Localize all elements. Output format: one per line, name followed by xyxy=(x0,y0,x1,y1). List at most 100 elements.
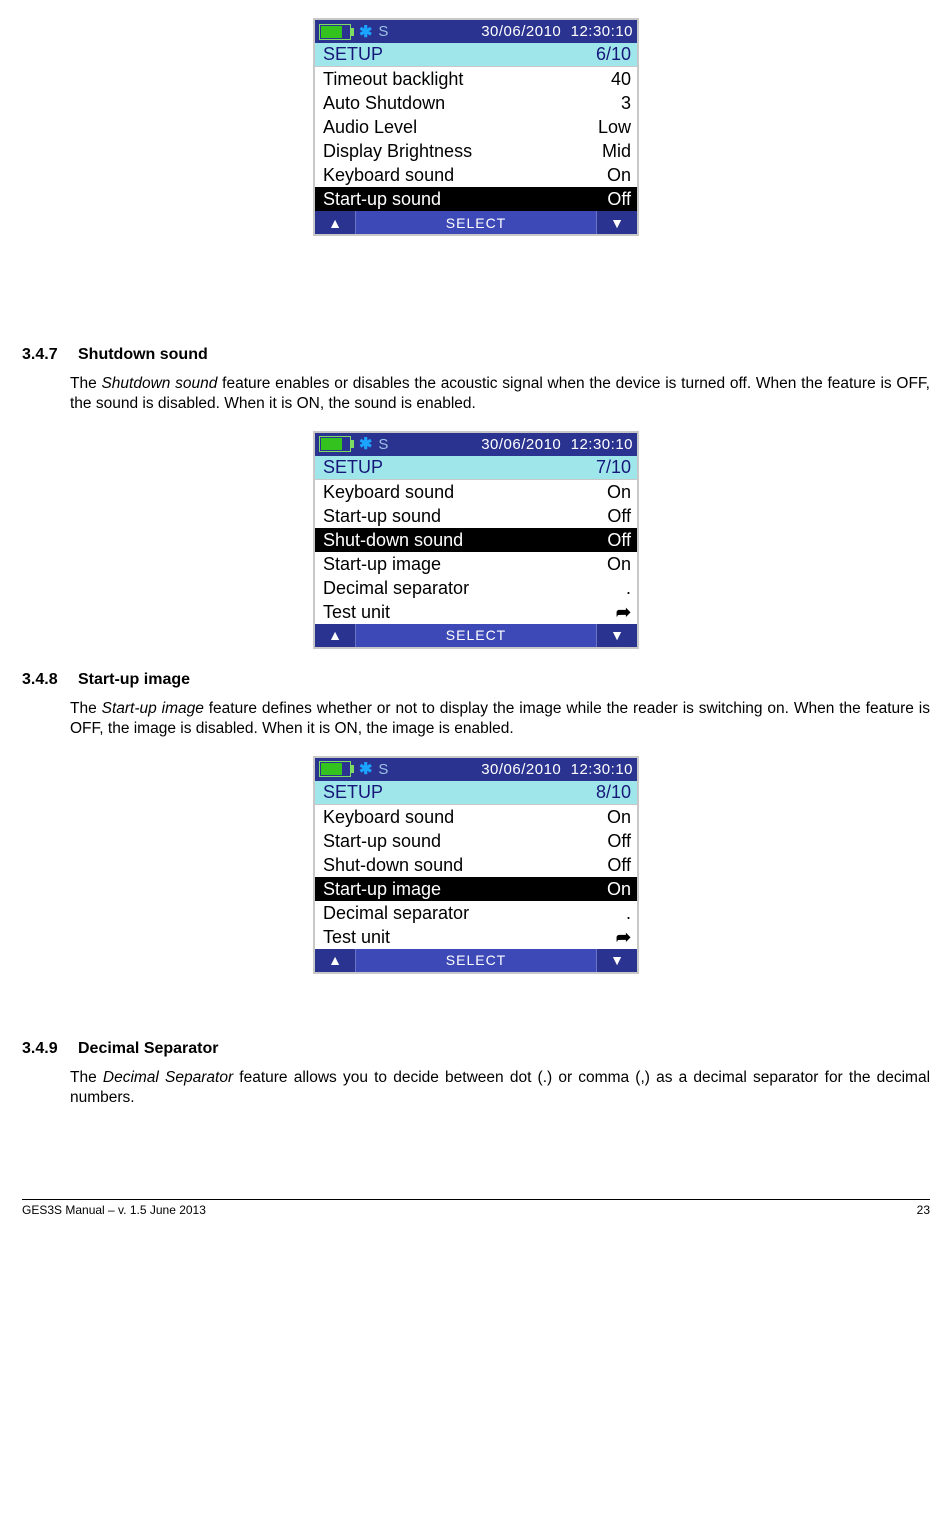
setup-header: SETUP 6/10 xyxy=(315,43,637,67)
menu-row[interactable]: Keyboard soundOn xyxy=(315,805,637,829)
section-347-heading: 3.4.7Shutdown sound xyxy=(22,346,930,364)
menu-row[interactable]: Start-up soundOff xyxy=(315,829,637,853)
footer-page-num: 23 xyxy=(917,1203,930,1217)
select-button[interactable]: SELECT xyxy=(355,211,597,234)
menu-row[interactable]: Start-up soundOff xyxy=(315,504,637,528)
menu-row[interactable]: Timeout backlight40 xyxy=(315,67,637,91)
menu-row-value: Off xyxy=(591,528,631,552)
status-bar: ✱ S 30/06/2010 12:30:10 xyxy=(315,758,637,781)
menu-row-value: Low xyxy=(591,115,631,139)
setup-label: SETUP xyxy=(323,44,596,65)
setup-header: SETUP 7/10 xyxy=(315,456,637,480)
battery-icon xyxy=(319,761,351,777)
device-footer: ▲ SELECT ▼ xyxy=(315,624,637,647)
device-footer: ▲ SELECT ▼ xyxy=(315,949,637,972)
menu-row-value: . xyxy=(591,576,631,600)
menu-row[interactable]: Display BrightnessMid xyxy=(315,139,637,163)
setup-page: 7/10 xyxy=(596,457,631,478)
enter-arrow-icon: ➦ xyxy=(591,925,631,949)
setup-page: 8/10 xyxy=(596,782,631,803)
menu-row-label: Decimal separator xyxy=(323,576,591,600)
menu-row[interactable]: Audio LevelLow xyxy=(315,115,637,139)
section-349-heading: 3.4.9Decimal Separator xyxy=(22,1040,930,1058)
menu-row-value: On xyxy=(591,805,631,829)
status-s: S xyxy=(378,23,388,40)
menu-row[interactable]: Test unit➦ xyxy=(315,600,637,624)
select-button[interactable]: SELECT xyxy=(355,949,597,972)
menu-row[interactable]: Decimal separator. xyxy=(315,901,637,925)
down-icon[interactable]: ▼ xyxy=(597,627,637,643)
menu-row[interactable]: Shut-down soundOff xyxy=(315,853,637,877)
battery-icon xyxy=(319,436,351,452)
section-num: 3.4.7 xyxy=(22,346,78,364)
down-icon[interactable]: ▼ xyxy=(597,952,637,968)
menu-row[interactable]: Start-up soundOff xyxy=(315,187,637,211)
menu-list-1: Timeout backlight40Auto Shutdown3Audio L… xyxy=(315,67,637,211)
page-footer: GES3S Manual – v. 1.5 June 2013 23 xyxy=(22,1203,930,1217)
menu-row-label: Test unit xyxy=(323,925,591,949)
menu-list-2: Keyboard soundOnStart-up soundOffShut-do… xyxy=(315,480,637,624)
device-screen-1: ✱ S 30/06/2010 12:30:10 SETUP 6/10 Timeo… xyxy=(313,18,639,236)
setup-label: SETUP xyxy=(323,782,596,803)
battery-icon xyxy=(319,24,351,40)
up-icon[interactable]: ▲ xyxy=(315,952,355,968)
bluetooth-icon: ✱ xyxy=(359,434,372,454)
device-screen-2: ✱ S 30/06/2010 12:30:10 SETUP 7/10 Keybo… xyxy=(313,431,639,649)
section-num: 3.4.9 xyxy=(22,1040,78,1058)
menu-list-3: Keyboard soundOnStart-up soundOffShut-do… xyxy=(315,805,637,949)
menu-row-label: Auto Shutdown xyxy=(323,91,591,115)
section-349-para: The Decimal Separator feature allows you… xyxy=(70,1068,930,1109)
menu-row[interactable]: Keyboard soundOn xyxy=(315,480,637,504)
menu-row-label: Display Brightness xyxy=(323,139,591,163)
section-347-para: The Shutdown sound feature enables or di… xyxy=(70,374,930,415)
menu-row-label: Start-up sound xyxy=(323,504,591,528)
down-icon[interactable]: ▼ xyxy=(597,215,637,231)
menu-row[interactable]: Test unit➦ xyxy=(315,925,637,949)
device-screen-3: ✱ S 30/06/2010 12:30:10 SETUP 8/10 Keybo… xyxy=(313,756,639,974)
menu-row-value: Mid xyxy=(591,139,631,163)
menu-row-value: Off xyxy=(591,853,631,877)
menu-row[interactable]: Decimal separator. xyxy=(315,576,637,600)
menu-row-label: Keyboard sound xyxy=(323,163,591,187)
menu-row[interactable]: Shut-down soundOff xyxy=(315,528,637,552)
status-s: S xyxy=(378,436,388,453)
menu-row-value: On xyxy=(591,552,631,576)
menu-row-value: Off xyxy=(591,829,631,853)
status-bar: ✱ S 30/06/2010 12:30:10 xyxy=(315,433,637,456)
menu-row-value: 40 xyxy=(591,67,631,91)
menu-row[interactable]: Start-up imageOn xyxy=(315,877,637,901)
menu-row-label: Start-up sound xyxy=(323,187,591,211)
menu-row[interactable]: Auto Shutdown3 xyxy=(315,91,637,115)
menu-row-label: Keyboard sound xyxy=(323,480,591,504)
status-bar: ✱ S 30/06/2010 12:30:10 xyxy=(315,20,637,43)
setup-label: SETUP xyxy=(323,457,596,478)
menu-row-value: 3 xyxy=(591,91,631,115)
menu-row[interactable]: Start-up imageOn xyxy=(315,552,637,576)
status-datetime: 30/06/2010 12:30:10 xyxy=(481,761,633,778)
status-datetime: 30/06/2010 12:30:10 xyxy=(481,23,633,40)
section-348-heading: 3.4.8Start-up image xyxy=(22,671,930,689)
up-icon[interactable]: ▲ xyxy=(315,215,355,231)
section-num: 3.4.8 xyxy=(22,671,78,689)
menu-row-label: Shut-down sound xyxy=(323,528,591,552)
select-button[interactable]: SELECT xyxy=(355,624,597,647)
menu-row[interactable]: Keyboard soundOn xyxy=(315,163,637,187)
menu-row-value: On xyxy=(591,163,631,187)
menu-row-label: Start-up sound xyxy=(323,829,591,853)
menu-row-label: Test unit xyxy=(323,600,591,624)
menu-row-label: Start-up image xyxy=(323,877,591,901)
menu-row-label: Audio Level xyxy=(323,115,591,139)
setup-header: SETUP 8/10 xyxy=(315,781,637,805)
device-footer: ▲ SELECT ▼ xyxy=(315,211,637,234)
menu-row-label: Shut-down sound xyxy=(323,853,591,877)
bluetooth-icon: ✱ xyxy=(359,22,372,42)
status-datetime: 30/06/2010 12:30:10 xyxy=(481,436,633,453)
footer-divider xyxy=(22,1199,930,1200)
menu-row-label: Keyboard sound xyxy=(323,805,591,829)
up-icon[interactable]: ▲ xyxy=(315,627,355,643)
menu-row-label: Decimal separator xyxy=(323,901,591,925)
setup-page: 6/10 xyxy=(596,44,631,65)
section-348-para: The Start-up image feature defines wheth… xyxy=(70,699,930,740)
section-title: Start-up image xyxy=(78,671,190,688)
section-title: Decimal Separator xyxy=(78,1040,219,1057)
